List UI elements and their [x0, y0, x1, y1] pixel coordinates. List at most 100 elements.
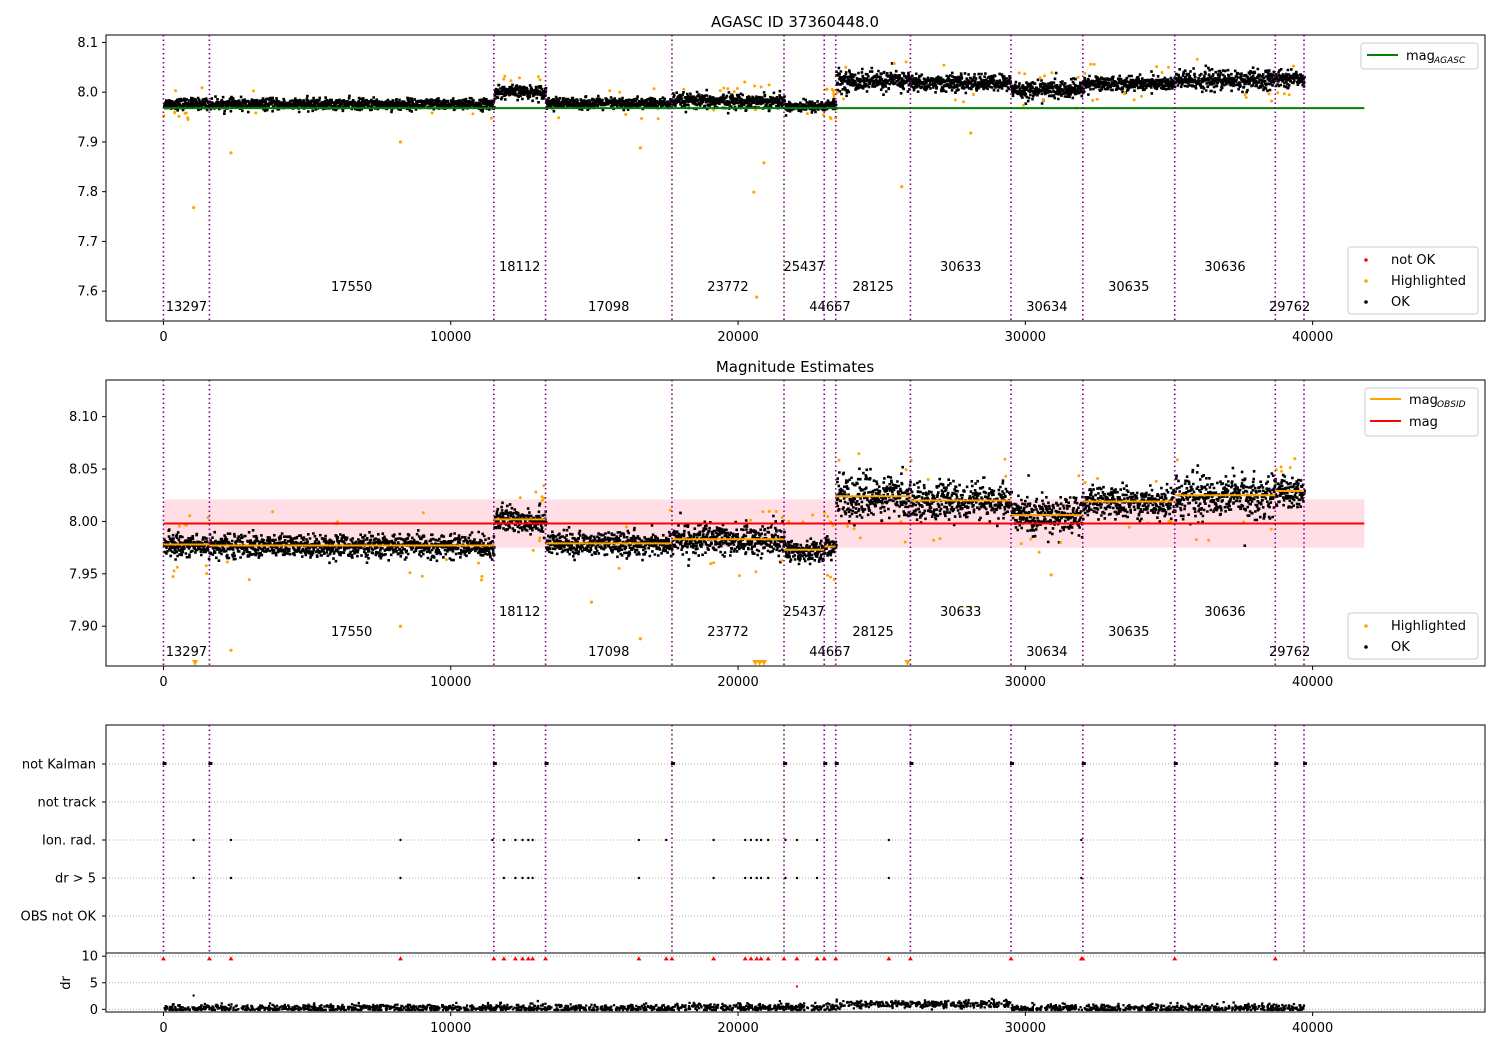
dr-not-ok-marker [1172, 956, 1178, 961]
magnitude-obsid-label: 17098 [588, 645, 629, 660]
magnitude-obsid-label: 30635 [1108, 625, 1149, 640]
agasc-ytick-label: 7.6 [77, 285, 98, 300]
legend-agasc-subscript: AGASC [1433, 56, 1466, 66]
legend-highlighted-label: Highlighted [1391, 274, 1466, 289]
dr-not-ok-marker [821, 956, 827, 961]
magnitude-obsid-label: 18112 [499, 605, 540, 620]
dr-ytick-label: 0 [90, 1003, 98, 1018]
agasc-ytick-label: 8.0 [77, 86, 98, 101]
not-kalman-point [909, 762, 914, 765]
flag-category-label: not track [37, 796, 96, 811]
flag-point [502, 838, 506, 842]
agasc-outlier-point [638, 146, 642, 150]
flag-point [784, 838, 787, 842]
dr-not-ok-marker [543, 956, 549, 961]
legend-mag-label: mag [1409, 415, 1438, 430]
flag-point [744, 838, 747, 842]
dr-not-ok-marker [742, 956, 748, 961]
agasc-obsid-label: 17098 [588, 300, 629, 315]
magnitude-xtick-label: 10000 [430, 675, 471, 690]
dr-not-ok-marker [530, 956, 536, 961]
flag-point [502, 876, 506, 880]
flag-point [755, 838, 758, 842]
dr-not-ok-marker [663, 956, 669, 961]
magnitude-obsid-label: 28125 [852, 625, 893, 640]
flags-panel: not Kalman not track Ion. rad. dr > 5 OBS no… [21, 724, 1486, 1036]
magnitude-obsid-label: 17550 [331, 625, 372, 640]
flag-point [712, 876, 715, 880]
dr-not-ok-marker [1080, 956, 1086, 961]
magnitude-outlier-point [589, 600, 594, 604]
legend-not-ok-marker [1364, 258, 1368, 262]
magnitude-legend-points: Highlighted OK [1347, 612, 1479, 660]
flag-category-label: OBS not OK [21, 910, 97, 925]
dr-not-ok-marker [754, 956, 760, 961]
magnitude-outlier-point [638, 637, 642, 641]
magnitude-obsid-label: 25437 [783, 605, 824, 620]
dr-not-ok-marker [781, 956, 787, 961]
agasc-outlier-point [229, 151, 233, 155]
magnitude-clipped-marker [192, 660, 199, 666]
flag-point [527, 876, 530, 880]
flag-point [531, 838, 534, 842]
agasc-outlier-point [969, 131, 973, 135]
flag-point [399, 876, 402, 880]
dr-not-ok-marker [669, 956, 675, 961]
flag-point [759, 876, 763, 880]
dr-ytick-label: 5 [90, 976, 98, 991]
magnitude-xtick-label: 30000 [1005, 675, 1046, 690]
agasc-xtick-label: 20000 [717, 330, 758, 345]
not-kalman-point [823, 762, 828, 765]
flag-point [1080, 876, 1083, 880]
dr-not-ok-marker [520, 956, 526, 961]
dr-not-ok-marker [907, 956, 913, 961]
not-kalman-point [1173, 762, 1178, 765]
legend-highlighted-label-2: Highlighted [1391, 619, 1466, 634]
agasc-obsid-label: 30635 [1108, 280, 1149, 295]
agasc-panel: AGASC ID 37360448.0 13297 17550 18112 17098… [77, 13, 1486, 345]
legend-highlighted-marker-2 [1364, 624, 1368, 628]
dr-not-ok-marker [206, 956, 212, 961]
flag-point [887, 838, 891, 842]
legend-obsid-label: mag [1409, 393, 1438, 408]
flags-xtick-label: 10000 [430, 1021, 471, 1036]
magnitude-panel-title: Magnitude Estimates [716, 358, 874, 376]
agasc-obsid-label: 17550 [331, 280, 372, 295]
flag-point [1080, 838, 1083, 842]
dr-axis-label: dr [59, 976, 74, 990]
agasc-obsid-label: 30633 [940, 260, 981, 275]
magnitude-clipped-marker [756, 660, 763, 666]
agasc-obsid-label: 30636 [1204, 260, 1245, 275]
magnitude-obsid-label: 29762 [1269, 645, 1310, 660]
flag-point [759, 838, 763, 842]
flag-point [521, 838, 524, 842]
agasc-xtick-label: 0 [159, 330, 167, 345]
magnitude-ytick-label: 7.95 [69, 567, 98, 582]
magnitude-outlier-point [1049, 573, 1053, 577]
dr-not-ok-marker [794, 956, 800, 961]
magnitude-panel: Magnitude Estimates 13297 17550 18112 17098… [69, 358, 1486, 690]
agasc-panel-title: AGASC ID 37360448.0 [711, 13, 879, 31]
legend-not-ok-label: not OK [1391, 253, 1436, 268]
agasc-outlier-point [192, 205, 196, 210]
magnitude-clipped-marker [752, 660, 759, 666]
flag-point [784, 876, 787, 880]
agasc-outlier-point [755, 295, 759, 299]
dr-not-ok-marker [1008, 956, 1014, 961]
not-kalman-point [492, 762, 497, 765]
flag-point [767, 838, 770, 842]
magnitude-obsid-label: 13297 [166, 645, 207, 660]
agasc-legend-points: not OK Highlighted OK [1347, 246, 1479, 315]
dr-not-ok-marker [1272, 956, 1278, 961]
agasc-ytick-label: 8.1 [77, 36, 98, 51]
magnitude-xtick-label: 0 [159, 675, 167, 690]
flag-point [815, 876, 819, 880]
agasc-ytick-label: 7.7 [77, 235, 98, 250]
flag-point [887, 876, 891, 880]
dr-not-ok-marker [814, 956, 820, 961]
not-kalman-point [1274, 762, 1279, 765]
flag-point [192, 838, 195, 842]
agasc-outlier-point [762, 161, 766, 165]
flag-point [795, 838, 799, 842]
flag-category-label: dr > 5 [55, 872, 96, 887]
